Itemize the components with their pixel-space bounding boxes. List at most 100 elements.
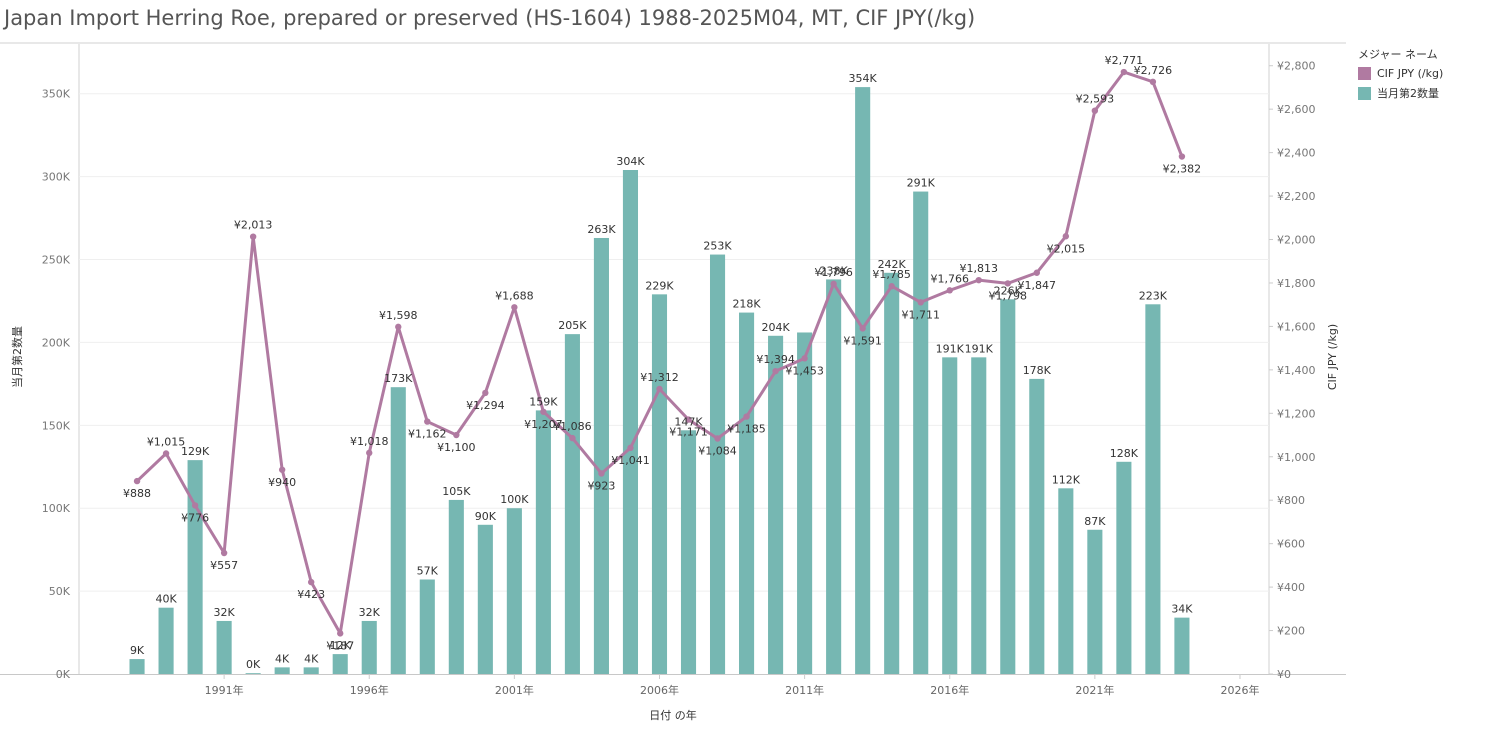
bar xyxy=(187,460,203,674)
legend-title: メジャー ネーム xyxy=(1358,48,1438,61)
line-point xyxy=(482,389,489,397)
line-point xyxy=(366,449,373,457)
line-point xyxy=(133,477,141,485)
line-data-label: ¥1,018 xyxy=(350,435,389,448)
bar-data-label: 173K xyxy=(384,372,413,385)
line-point xyxy=(424,418,431,425)
line-point xyxy=(1004,280,1011,287)
line-data-label: ¥2,771 xyxy=(1105,54,1144,67)
bar-series xyxy=(129,87,1190,675)
y-left-tick-label: 100K xyxy=(42,502,71,515)
line-data-label: ¥1,598 xyxy=(379,309,418,322)
legend-label-quantity: 当月第2数量 xyxy=(1377,87,1439,100)
bar-data-label: 147K xyxy=(674,415,703,428)
line-data-label: ¥2,726 xyxy=(1134,64,1173,77)
line-data-label: ¥1,798 xyxy=(989,289,1028,302)
line-data-label: ¥1,785 xyxy=(872,268,911,281)
bar-data-label: 205K xyxy=(558,319,587,332)
bar xyxy=(768,335,784,674)
line-point xyxy=(859,325,866,332)
bar-data-label: 87K xyxy=(1084,515,1106,528)
bar-data-label: 191K xyxy=(965,342,994,355)
bar-data-label: 218K xyxy=(732,298,761,311)
x-tick-label: 2016年 xyxy=(930,683,969,697)
bar-data-label: 12K xyxy=(330,639,352,652)
bar-data-labels: 9K 40K 129K 32K 0K 4K 4K 12K 32K 173K 57K 105K 90K10… xyxy=(130,72,1193,671)
bar xyxy=(855,87,871,674)
y-left-tick-label: 50K xyxy=(49,585,71,598)
line-data-label: ¥1,453 xyxy=(785,364,824,377)
line-data-label: ¥1,084 xyxy=(698,445,737,458)
y-right-tick-label: ¥1,800 xyxy=(1277,277,1316,290)
legend-item-quantity[interactable]: 当月第2数量 xyxy=(1358,85,1443,101)
bar xyxy=(1029,378,1045,674)
line-data-label: ¥1,162 xyxy=(408,428,447,441)
line-data-label: ¥776 xyxy=(181,511,209,524)
bar xyxy=(245,673,261,674)
bar xyxy=(797,332,813,674)
bar xyxy=(448,499,464,674)
line-point xyxy=(946,287,953,294)
line-data-label: ¥557 xyxy=(210,559,238,572)
bar xyxy=(651,294,668,674)
line-point xyxy=(249,233,257,240)
line-data-label: ¥2,013 xyxy=(234,219,273,232)
y-right-tick-label: ¥1,200 xyxy=(1277,407,1316,420)
bar-data-label: 0K xyxy=(246,658,261,671)
bar xyxy=(216,620,232,674)
bar-data-label: 223K xyxy=(1139,289,1168,302)
line-data-label: ¥1,312 xyxy=(640,371,679,384)
bar-data-label: 204K xyxy=(761,321,790,334)
line-data-label: ¥1,294 xyxy=(466,399,505,412)
bar-data-label: 191K xyxy=(936,342,965,355)
line-point xyxy=(1120,68,1128,76)
bar xyxy=(564,334,580,674)
y-right-tick-label: ¥600 xyxy=(1277,538,1305,551)
line-point xyxy=(975,276,982,284)
bar-data-label: 100K xyxy=(500,493,529,506)
y-right-tick-label: ¥200 xyxy=(1277,625,1305,638)
line-point xyxy=(801,355,808,362)
line-point xyxy=(540,408,547,415)
bar-data-label: 90K xyxy=(475,510,497,523)
line-point xyxy=(220,549,228,557)
gridlines xyxy=(79,93,1269,592)
line-point xyxy=(627,444,634,452)
y-right-tick-label: ¥800 xyxy=(1277,494,1305,507)
bar xyxy=(1058,488,1074,674)
line-data-label: ¥1,711 xyxy=(901,308,940,321)
x-tick-label: 2006年 xyxy=(640,683,679,697)
chart-title: Japan Import Herring Roe, prepared or pr… xyxy=(4,6,976,30)
bar xyxy=(942,357,958,674)
y-axis-right-title: CIF JPY (/kg) xyxy=(1326,324,1339,390)
line-point xyxy=(162,450,170,457)
line-data-label: ¥1,015 xyxy=(147,436,186,449)
line-point xyxy=(453,431,460,439)
y-right-tick-label: ¥2,000 xyxy=(1277,234,1316,247)
bar xyxy=(361,620,377,674)
bar xyxy=(303,667,319,674)
line-point xyxy=(772,367,779,375)
line-data-label: ¥1,171 xyxy=(669,426,708,439)
y-left-tick-label: 0K xyxy=(56,668,71,681)
axes: 0K 50K 100K 150K 200K 250K 300K 350K ¥0 ¥200 ¥400 ¥… xyxy=(42,60,1316,697)
line-point xyxy=(598,470,605,477)
legend-label-cif: CIF JPY (/kg) xyxy=(1377,67,1444,80)
bar xyxy=(535,410,551,674)
bar-data-label: 4K xyxy=(275,652,290,665)
legend-item-cif[interactable]: CIF JPY (/kg) xyxy=(1358,67,1443,80)
bar xyxy=(971,357,987,674)
bar-data-label: 112K xyxy=(1052,473,1081,486)
y-right-tick-label: ¥2,600 xyxy=(1277,103,1316,116)
bar xyxy=(1000,299,1016,674)
line-data-label: ¥1,185 xyxy=(727,423,766,436)
bar-data-label: 128K xyxy=(1110,447,1139,460)
y-left-tick-label: 200K xyxy=(42,336,71,349)
y-right-tick-label: ¥1,000 xyxy=(1277,451,1316,464)
bar-data-label: 129K xyxy=(181,445,210,458)
legend: メジャー ネーム CIF JPY (/kg) 当月第2数量 xyxy=(1358,46,1443,106)
bar xyxy=(593,237,609,674)
y-left-tick-label: 150K xyxy=(42,419,71,432)
bar-data-label: 9K xyxy=(130,644,145,657)
